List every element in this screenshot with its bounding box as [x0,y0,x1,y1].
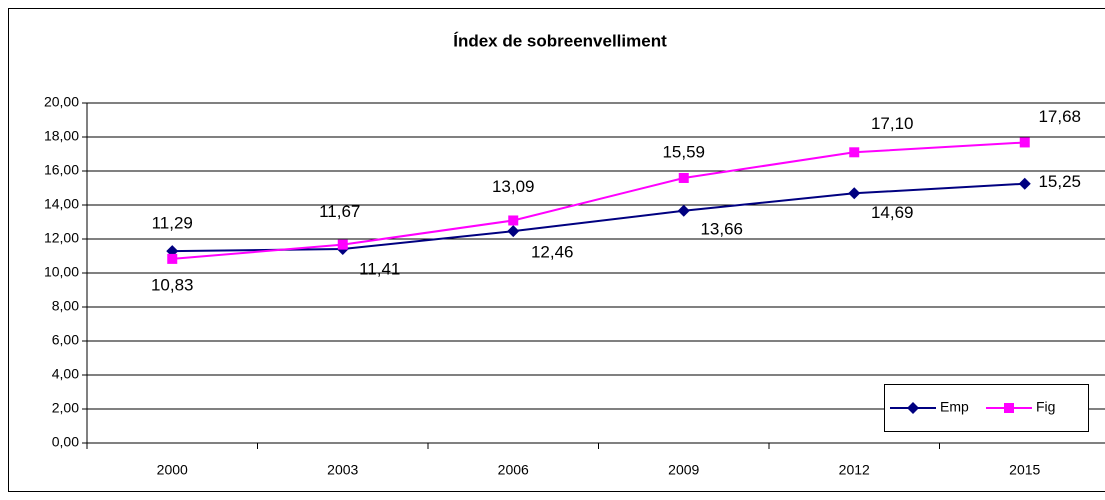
y-tick-label: 10,00 [44,264,79,280]
chart-title: Índex de sobreenvelliment [453,31,667,50]
data-label: 15,59 [662,142,705,161]
point-marker [1004,403,1014,413]
x-tick-label: 2009 [668,462,699,478]
y-tick-label: 18,00 [44,128,79,144]
point-marker [508,215,519,226]
x-tick-label: 2012 [839,462,870,478]
series-line [172,182,1025,253]
data-label: 11,41 [359,260,400,279]
data-label: 10,83 [151,275,194,294]
data-label: 15,25 [1038,172,1081,191]
point-marker [1018,177,1031,190]
y-tick-label: 6,00 [52,332,79,348]
point-marker [849,147,860,158]
y-tick-label: 14,00 [44,196,79,212]
point-marker [507,225,520,238]
y-tick-label: 0,00 [52,434,79,450]
legend-label: Fig [1036,399,1055,415]
point-marker [678,172,689,183]
y-tick-label: 8,00 [52,298,79,314]
y-tick-label: 4,00 [52,366,79,382]
x-tick-label: 2006 [498,462,529,478]
point-marker [337,239,348,250]
data-label: 11,29 [152,214,193,233]
data-label: 17,68 [1038,107,1081,126]
point-marker [677,204,690,217]
data-label: 12,46 [531,243,574,262]
point-marker [167,253,178,264]
x-tick-label: 2000 [157,462,188,478]
x-tick-label: 2003 [327,462,358,478]
point-marker [848,187,861,200]
point-marker [1019,137,1030,148]
y-tick-label: 16,00 [44,162,79,178]
data-label: 14,69 [871,203,914,222]
data-label: 13,66 [700,219,743,238]
data-label: 11,67 [319,202,360,221]
legend-label: Emp [940,399,969,415]
data-label: 13,09 [492,177,535,196]
y-tick-label: 12,00 [44,230,79,246]
legend: Emp Fig [884,384,1089,432]
x-tick-label: 2015 [1009,462,1040,478]
point-marker [907,402,919,414]
y-tick-label: 2,00 [52,400,79,416]
data-label: 17,10 [871,114,914,133]
series-line [172,141,1025,260]
y-tick-label: 20,00 [44,94,79,110]
